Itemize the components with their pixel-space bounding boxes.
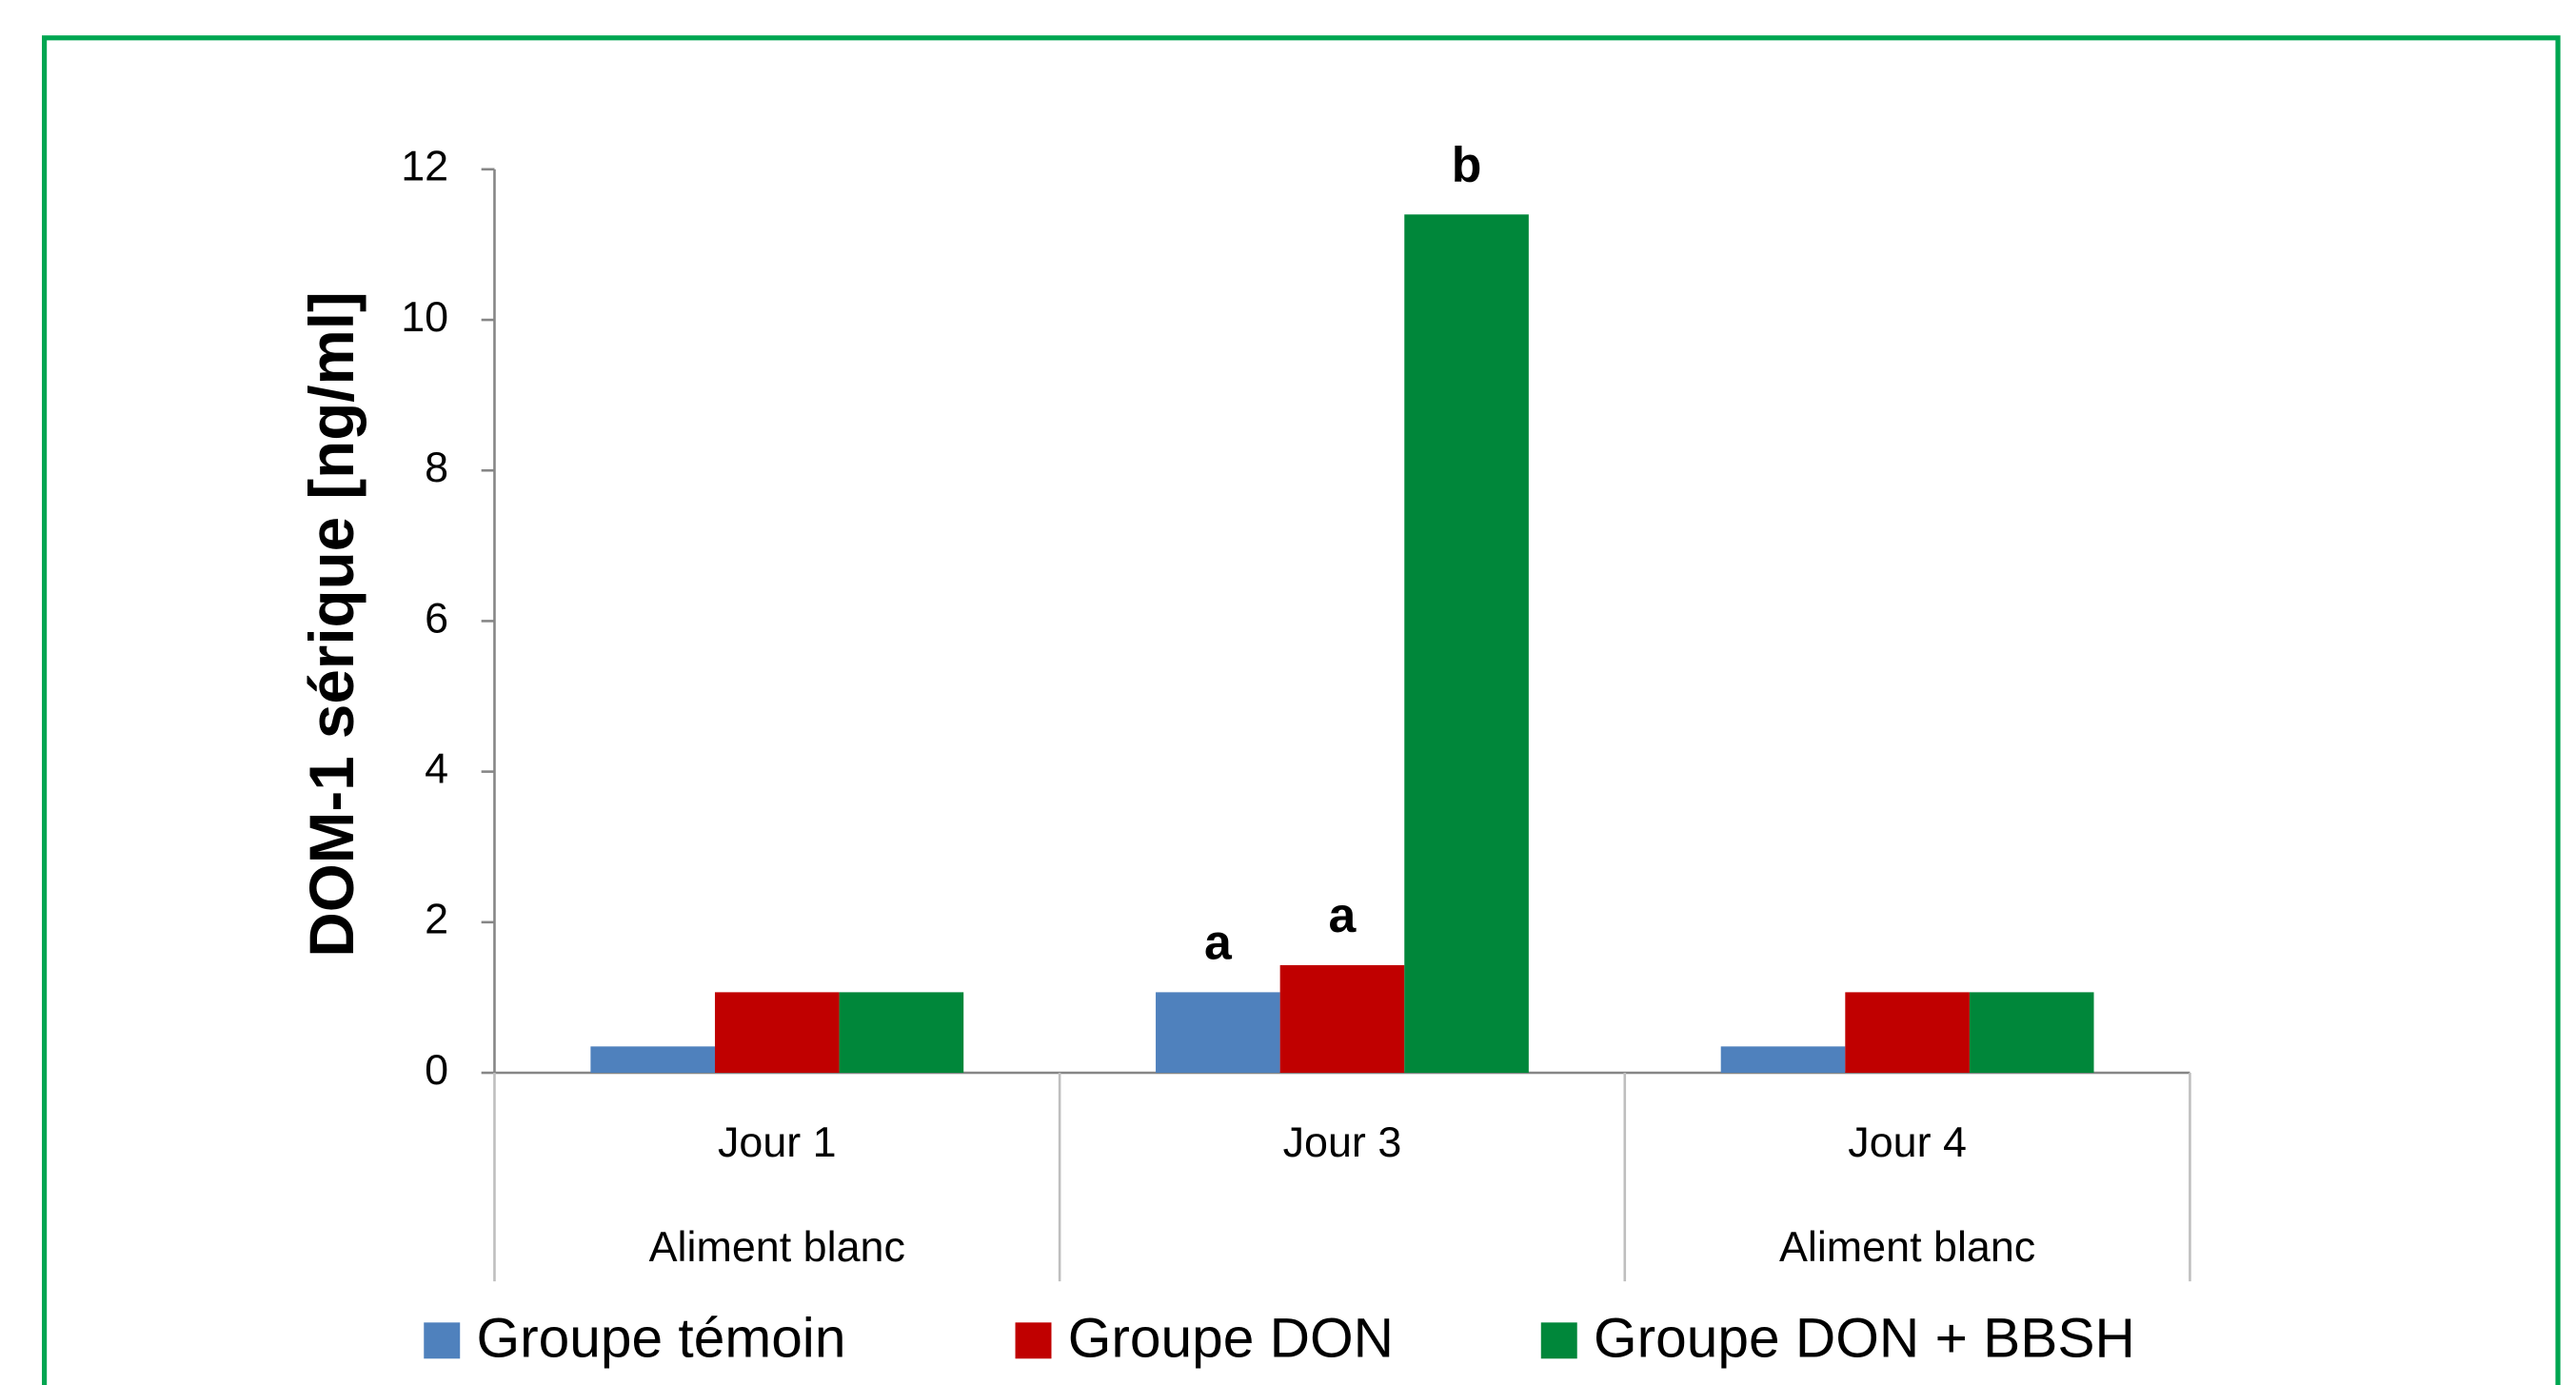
bar: [1720, 1046, 1846, 1074]
legend-swatch: [1015, 1322, 1052, 1359]
legend-label: Groupe DON: [1068, 1308, 1394, 1370]
y-tick-label: 0: [425, 1045, 448, 1094]
annotation: b: [1452, 137, 1482, 192]
bar: [1156, 992, 1280, 1074]
legend-swatch: [424, 1322, 461, 1359]
bar: [1404, 214, 1529, 1074]
bar: [1845, 992, 1970, 1074]
y-tick-label: 2: [425, 895, 448, 943]
y-tick-label: 6: [425, 593, 448, 642]
bar: [590, 1046, 715, 1074]
annotation: a: [1204, 915, 1233, 970]
y-tick-label: 12: [401, 142, 448, 190]
x-tick-label: Jour 3: [1283, 1118, 1402, 1166]
legend-swatch: [1540, 1322, 1577, 1359]
annotation: a: [1329, 887, 1357, 942]
legend-label: Groupe témoin: [476, 1308, 845, 1370]
x-tick-label: Jour 1: [718, 1118, 837, 1166]
bar: [1279, 964, 1405, 1074]
frame: [42, 35, 2561, 1385]
bar: [714, 992, 840, 1074]
y-tick-label: 8: [425, 443, 448, 491]
y-tick-label: 10: [401, 292, 448, 341]
bar: [839, 992, 964, 1074]
y-tick-label: 4: [425, 743, 448, 792]
y-axis-label: DOM-1 sérique [ng/ml]: [297, 291, 367, 957]
x-tick-label: Jour 4: [1848, 1118, 1967, 1166]
category-sublabel: Aliment blanc: [649, 1222, 905, 1271]
category-sublabel: Aliment blanc: [1779, 1222, 2035, 1271]
legend-label: Groupe DON + BBSH: [1594, 1308, 2135, 1370]
bar: [1969, 992, 2094, 1074]
